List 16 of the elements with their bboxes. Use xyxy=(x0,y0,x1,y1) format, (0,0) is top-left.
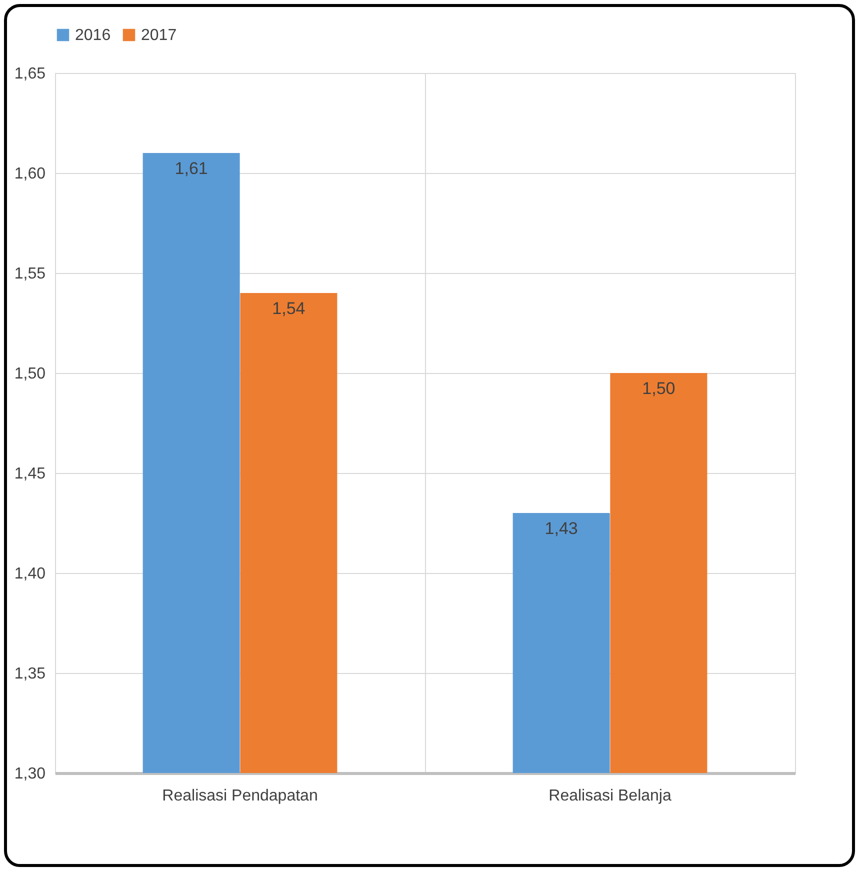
data-label: 1,43 xyxy=(544,519,578,538)
legend-label: 2016 xyxy=(75,27,111,44)
data-label: 1,54 xyxy=(272,299,306,318)
data-label: 1,50 xyxy=(642,379,676,398)
legend-label: 2017 xyxy=(141,27,177,44)
y-tick-label: 1,30 xyxy=(14,766,46,782)
y-tick-label: 1,45 xyxy=(14,466,46,482)
y-tick-label: 1,60 xyxy=(14,166,46,182)
y-tick-label: 1,50 xyxy=(14,366,46,382)
y-tick-label: 1,40 xyxy=(14,566,46,582)
y-tick-label: 1,35 xyxy=(14,666,46,682)
data-label: 1,61 xyxy=(174,159,208,178)
y-tick-label: 1,65 xyxy=(14,66,46,82)
x-tick-label: Realisasi Pendapatan xyxy=(162,788,318,804)
y-tick-label: 1,55 xyxy=(14,266,46,282)
x-tick-label: Realisasi Belanja xyxy=(548,788,672,804)
